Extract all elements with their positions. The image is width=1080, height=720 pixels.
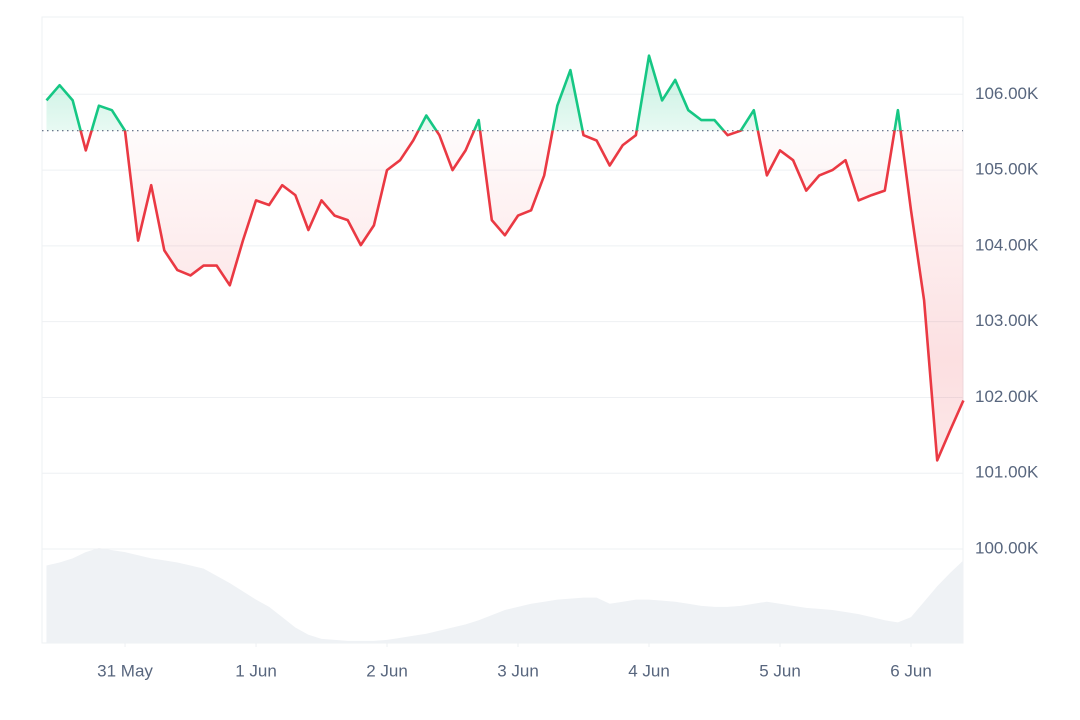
volume-area: [46, 548, 964, 643]
x-tick-label: 4 Jun: [628, 661, 670, 680]
x-tick-label: 3 Jun: [497, 661, 539, 680]
y-tick-label: 101.00K: [975, 463, 1039, 482]
x-tick-label: 2 Jun: [366, 661, 408, 680]
y-tick-label: 106.00K: [975, 84, 1039, 103]
x-tick-label: 31 May: [97, 661, 153, 680]
y-tick-label: 103.00K: [975, 311, 1039, 330]
x-tick-label: 5 Jun: [759, 661, 801, 680]
y-tick-label: 104.00K: [975, 235, 1039, 254]
y-tick-label: 102.00K: [975, 387, 1039, 406]
y-tick-label: 100.00K: [975, 539, 1039, 558]
x-tick-label: 6 Jun: [890, 661, 932, 680]
x-tick-label: 1 Jun: [235, 661, 277, 680]
price-line: [45, 54, 965, 462]
price-area: [46, 55, 964, 461]
y-tick-label: 105.00K: [975, 160, 1039, 179]
